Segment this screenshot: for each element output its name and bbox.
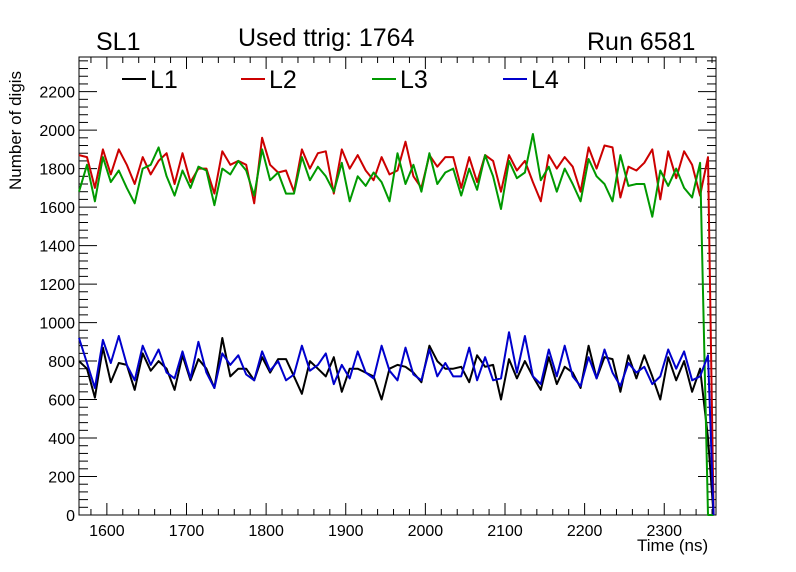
legend: L1 L2 L3 L4 (122, 66, 559, 94)
x-tick-label: 1600 (89, 523, 125, 540)
y-axis-label: Number of digis (6, 70, 25, 190)
y-tick-label: 1200 (39, 277, 75, 294)
chart-title: Used ttrig: 1764 (238, 24, 415, 52)
y-tick-label: 2000 (39, 123, 75, 140)
x-tick-label: 2000 (408, 523, 444, 540)
y-tick-label: 800 (48, 354, 75, 371)
x-tick-label: 2300 (646, 523, 682, 540)
legend-label-l3: L3 (400, 66, 428, 94)
legend-label-l1: L1 (150, 66, 178, 94)
y-tick-label: 1400 (39, 239, 75, 256)
x-tick-label: 1900 (328, 523, 364, 540)
x-axis-label: Time (ns) (637, 536, 709, 555)
y-tick-label: 1800 (39, 162, 75, 179)
plot-frame (78, 56, 717, 516)
legend-label-l2: L2 (269, 66, 297, 94)
series-line-l1 (78, 337, 715, 516)
x-tick-label: 1800 (248, 523, 284, 540)
y-tick-label: 400 (48, 431, 75, 448)
superlayer-label: SL1 (96, 28, 141, 56)
series-layer (78, 133, 715, 516)
y-tick-label: 1600 (39, 200, 75, 217)
series-line-l4 (78, 331, 715, 516)
y-tick-label: 0 (66, 508, 75, 525)
x-tick-label: 2200 (567, 523, 603, 540)
y-tick-label: 1000 (39, 316, 75, 333)
y-tick-label: 2200 (39, 85, 75, 102)
series-line-l2 (78, 136, 715, 516)
x-tick-label: 1700 (169, 523, 205, 540)
y-tick-label: 200 (48, 470, 75, 487)
series-line-l3 (78, 133, 714, 516)
legend-label-l4: L4 (531, 66, 559, 94)
run-label: Run 6581 (587, 28, 696, 56)
axes-layer: 1600 1700 1800 1900 2000 2100 2200 2300 0 200 400 6… (39, 56, 717, 540)
x-tick-label: 2100 (487, 523, 523, 540)
y-tick-label: 600 (48, 393, 75, 410)
